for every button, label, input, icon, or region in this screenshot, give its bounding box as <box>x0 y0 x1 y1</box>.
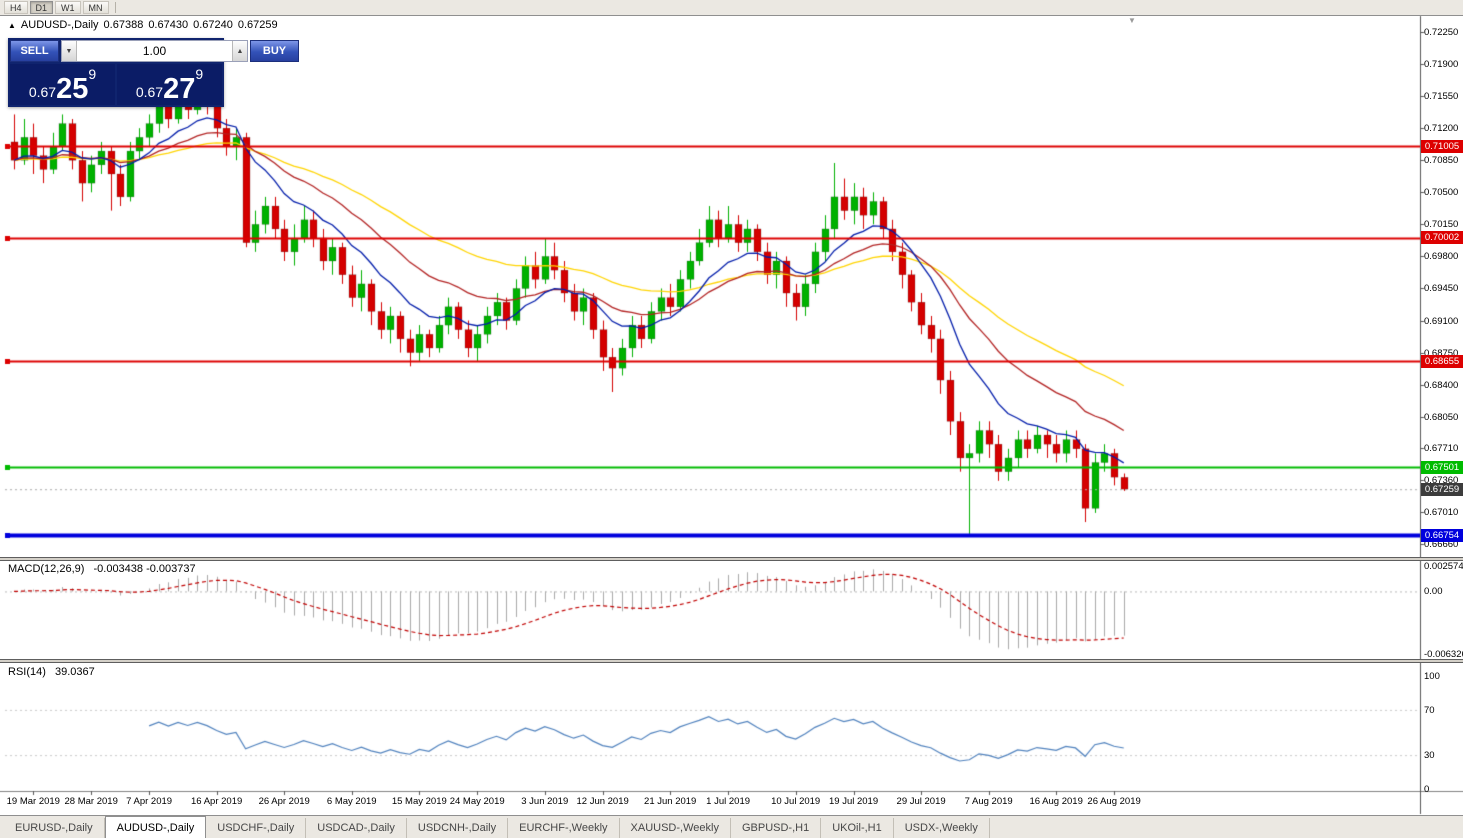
sell-price-base: 0.67 <box>28 84 57 100</box>
timeframe-button-w1[interactable]: W1 <box>55 1 81 14</box>
volume-stepper: ▼ ▲ <box>61 40 248 62</box>
timeframe-toolbar: H4 D1 W1 MN <box>0 0 1463 16</box>
rsi-panel-title: RSI(14) 39.0367 <box>8 666 101 678</box>
timeframe-button-h4[interactable]: H4 <box>4 1 28 14</box>
tab-gbpusd-h1[interactable]: GBPUSD-,H1 <box>731 818 822 838</box>
chart-title-icon: ▲ <box>8 20 16 30</box>
chart-symbol-label: AUDUSD-,Daily <box>20 19 99 31</box>
macd-indicator-name: MACD(12,26,9) <box>8 563 85 575</box>
volume-input[interactable] <box>77 41 232 61</box>
macd-panel-splitter[interactable] <box>0 557 1463 561</box>
rsi-indicator-name: RSI(14) <box>8 666 46 678</box>
ohlc-close: 0.67259 <box>237 19 278 31</box>
tab-ukoil-h1[interactable]: UKOil-,H1 <box>821 818 894 838</box>
chart-tab-bar: EURUSD-,Daily AUDUSD-,Daily USDCHF-,Dail… <box>0 815 1463 838</box>
buy-price-pips: 27 <box>163 73 196 106</box>
timeframe-button-mn[interactable]: MN <box>82 1 109 14</box>
macd-indicator-values: -0.003438 -0.003737 <box>93 563 196 575</box>
tab-usdcnh-daily[interactable]: USDCNH-,Daily <box>407 818 509 838</box>
volume-increase-icon[interactable]: ▲ <box>232 41 247 61</box>
tab-usdcad-daily[interactable]: USDCAD-,Daily <box>306 818 407 838</box>
volume-decrease-icon[interactable]: ▼ <box>62 41 77 61</box>
trade-panel-controls: SELL ▼ ▲ BUY <box>10 40 299 62</box>
tab-xauusd-weekly[interactable]: XAUUSD-,Weekly <box>620 818 731 838</box>
sell-price-pips: 25 <box>56 73 89 106</box>
ohlc-high: 0.67430 <box>148 19 189 31</box>
tab-audusd-daily[interactable]: AUDUSD-,Daily <box>104 816 207 838</box>
tab-eurchf-weekly[interactable]: EURCHF-,Weekly <box>508 818 620 838</box>
rsi-panel-splitter[interactable] <box>0 659 1463 663</box>
sell-price-point: 9 <box>88 66 97 82</box>
toolbar-separator <box>114 2 116 13</box>
one-click-trading-panel: SELL ▼ ▲ BUY 0.67 25 9 0.67 27 9 <box>8 38 299 107</box>
tab-usdchf-daily[interactable]: USDCHF-,Daily <box>206 818 307 838</box>
sell-button[interactable]: SELL <box>10 40 59 62</box>
timeframe-button-d1[interactable]: D1 <box>29 1 54 14</box>
ohlc-open: 0.67388 <box>103 19 144 31</box>
buy-price-point: 9 <box>195 66 204 82</box>
buy-price-display[interactable]: 0.67 27 9 <box>117 64 222 105</box>
buy-button[interactable]: BUY <box>250 40 299 62</box>
tab-usdx-weekly[interactable]: USDX-,Weekly <box>894 818 990 838</box>
tab-eurusd-daily[interactable]: EURUSD-,Daily <box>4 818 105 838</box>
macd-panel-title: MACD(12,26,9) -0.003438 -0.003737 <box>8 563 202 575</box>
sell-price-display[interactable]: 0.67 25 9 <box>10 64 115 105</box>
buy-price-base: 0.67 <box>135 84 164 100</box>
ohlc-low: 0.67240 <box>193 19 233 31</box>
chart-title: ▲ AUDUSD-,Daily 0.67388 0.67430 0.67240 … <box>8 19 278 31</box>
rsi-indicator-value: 39.0367 <box>54 666 95 678</box>
trade-panel-prices: 0.67 25 9 0.67 27 9 <box>10 64 222 105</box>
